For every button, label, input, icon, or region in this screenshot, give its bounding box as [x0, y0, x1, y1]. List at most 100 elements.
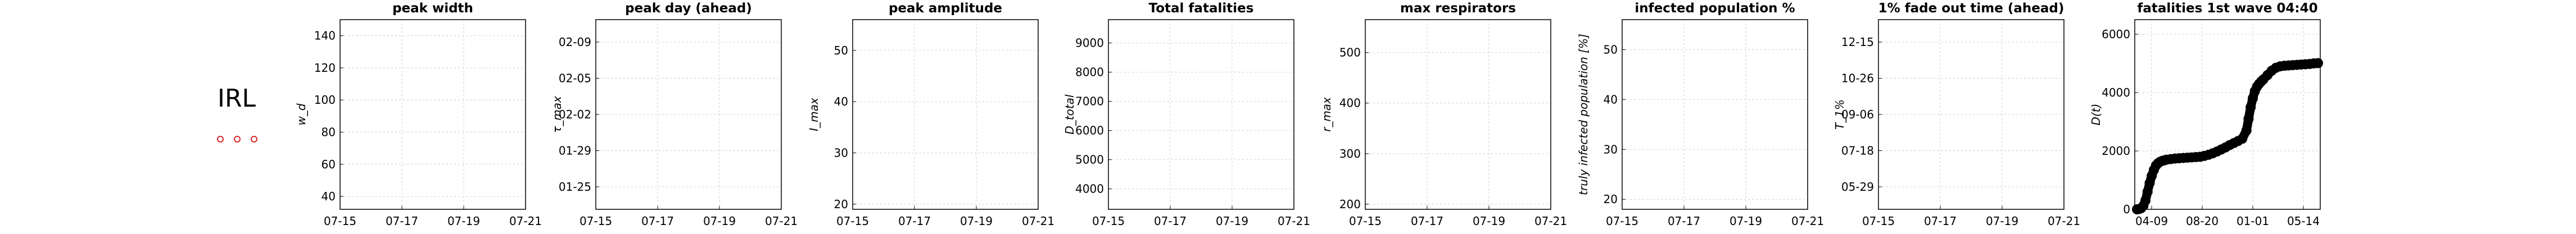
x-tick-label: 07-17 — [1411, 214, 1443, 228]
plot-frame — [1108, 19, 1294, 210]
plot-frame — [852, 19, 1039, 210]
y-tick-label: 09-06 — [1841, 108, 1874, 121]
y-axis-label: I_max — [807, 98, 821, 131]
x-tick-label: 07-21 — [765, 214, 798, 228]
x-tick-label: 07-17 — [1924, 214, 1957, 228]
x-tick-label: 07-15 — [836, 214, 869, 228]
x-tick-label: 07-15 — [1349, 214, 1382, 228]
country-marker — [234, 136, 241, 143]
x-tick-label: 07-21 — [1791, 214, 1824, 228]
chart-title: 1% fade out time (ahead) — [1878, 1, 2065, 16]
x-tick-label: 07-19 — [1730, 214, 1762, 228]
y-axis-label: truly infected population [%] — [1577, 34, 1590, 195]
x-tick-label: 07-21 — [1278, 214, 1310, 228]
y-tick-label: 10-26 — [1841, 72, 1874, 85]
y-tick-label: 400 — [1339, 97, 1361, 110]
y-tick-label: 30 — [834, 146, 848, 160]
y-tick-label: 5000 — [1075, 153, 1104, 167]
y-tick-label: 02-05 — [559, 72, 591, 85]
y-tick-label: 60 — [322, 158, 336, 171]
y-tick-label: 0 — [2123, 203, 2130, 216]
chart-title: peak amplitude — [889, 1, 1002, 16]
y-tick-label: 30 — [1604, 143, 1618, 156]
chart-panel: max respirators 200 300 400 500 07-15 07-17 07-… — [1320, 1, 1567, 228]
chart-title: max respirators — [1400, 1, 1516, 16]
country-marker — [251, 136, 257, 143]
y-tick-label: 05-29 — [1841, 180, 1874, 194]
y-tick-label: 7000 — [1075, 95, 1104, 108]
data-point — [2313, 58, 2323, 68]
chart-title: peak width — [392, 1, 473, 16]
x-tick-label: 07-15 — [1862, 214, 1895, 228]
y-tick-label: 300 — [1339, 147, 1361, 160]
y-tick-label: 01-29 — [559, 144, 591, 158]
x-tick-label: 07-19 — [447, 214, 480, 228]
y-axis-label: D(t) — [2089, 104, 2103, 126]
y-tick-label: 40 — [834, 95, 848, 108]
chart-panel: peak amplitude 20 30 40 50 07-15 07-17 07-19 07-… — [807, 1, 1054, 228]
y-axis-label: w_d — [295, 103, 308, 125]
x-tick-label: 04-09 — [2135, 214, 2168, 228]
x-tick-label: 05-14 — [2287, 214, 2320, 228]
y-tick-label: 120 — [314, 61, 336, 75]
y-tick-label: 500 — [1339, 46, 1361, 59]
y-tick-label: 4000 — [2102, 86, 2130, 99]
chart-panel: peak width 40 60 80 100 120 140 07-15 07-17 07-19… — [295, 1, 542, 228]
y-tick-label: 02-09 — [559, 35, 591, 49]
x-tick-label: 07-19 — [960, 214, 993, 228]
country-markers — [217, 136, 257, 143]
x-tick-label: 07-15 — [580, 214, 612, 228]
y-tick-label: 9000 — [1075, 36, 1104, 50]
x-tick-label: 07-15 — [324, 214, 356, 228]
y-axis-label: τ_max — [550, 96, 564, 133]
x-tick-label: 07-17 — [1668, 214, 1700, 228]
chart-title: infected population % — [1635, 1, 1795, 16]
x-tick-label: 07-17 — [386, 214, 418, 228]
x-tick-label: 07-19 — [1986, 214, 2018, 228]
x-tick-label: 07-15 — [1606, 214, 1638, 228]
x-tick-label: 08-20 — [2186, 214, 2219, 228]
chart-panel: infected population % 20 30 40 50 07-15 07-17 0… — [1577, 1, 1824, 228]
x-tick-label: 07-17 — [1154, 214, 1187, 228]
x-tick-label: 07-19 — [1473, 214, 1505, 228]
x-tick-label: 07-19 — [703, 214, 736, 228]
x-tick-label: 07-21 — [1022, 214, 1054, 228]
y-tick-label: 4000 — [1075, 182, 1104, 196]
y-tick-label: 50 — [1604, 43, 1618, 56]
y-tick-label: 20 — [834, 198, 848, 211]
y-tick-label: 02-02 — [559, 108, 591, 121]
y-tick-label: 12-15 — [1841, 35, 1874, 49]
plot-frame — [339, 19, 526, 210]
y-tick-label: 2000 — [2102, 144, 2130, 158]
y-tick-label: 40 — [1604, 93, 1618, 106]
x-tick-label: 07-21 — [2048, 214, 2080, 228]
x-tick-label: 07-21 — [1534, 214, 1567, 228]
plot-frame — [2134, 19, 2321, 210]
x-tick-label: 07-17 — [641, 214, 674, 228]
x-tick-label: 07-17 — [898, 214, 931, 228]
y-axis-label: D_total — [1063, 94, 1076, 135]
chart-panel: fatalities 1st wave 04:40 0 2000 4000 6000 04… — [2089, 1, 2323, 228]
chart-panel: Total fatalities 4000 5000 6000 7000 8000 9000… — [1063, 1, 1310, 228]
y-tick-label: 01-25 — [559, 180, 591, 194]
x-tick-label: 07-21 — [509, 214, 542, 228]
y-tick-label: 40 — [322, 190, 336, 203]
y-tick-label: 8000 — [1075, 66, 1104, 79]
x-tick-label: 07-15 — [1092, 214, 1125, 228]
y-tick-label: 140 — [314, 29, 336, 43]
y-tick-label: 200 — [1339, 198, 1361, 211]
y-tick-label: 20 — [1604, 192, 1618, 206]
y-tick-label: 6000 — [1075, 124, 1104, 137]
chart-title: peak day (ahead) — [625, 1, 752, 16]
chart-title: Total fatalities — [1149, 1, 1254, 16]
y-tick-label: 50 — [834, 44, 848, 57]
y-tick-label: 100 — [314, 93, 336, 107]
chart-panel: peak day (ahead) 01-25 01-29 02-02 02-05 02-0… — [550, 1, 798, 228]
y-axis-label: T_1% — [1833, 99, 1846, 130]
plot-frame — [1622, 19, 1808, 210]
plot-frame — [1365, 19, 1551, 210]
chart-panel: 1% fade out time (ahead) 05-29 07-18 09-06 1… — [1833, 1, 2080, 228]
country-label: IRL — [218, 84, 256, 113]
